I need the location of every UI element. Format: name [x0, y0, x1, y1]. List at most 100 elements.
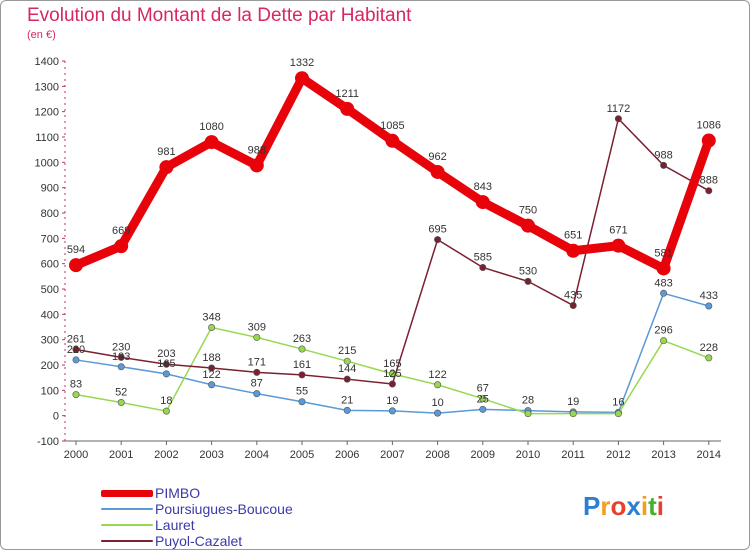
data-point [343, 406, 351, 414]
data-point [705, 187, 713, 195]
data-point [569, 410, 577, 418]
x-tick-label: 2009 [471, 449, 495, 461]
logo-letter: r [600, 491, 611, 521]
data-label: 87 [251, 378, 263, 390]
logo-letter: x [626, 491, 641, 521]
data-point [701, 133, 716, 148]
data-label: 220 [67, 344, 85, 356]
data-label: 10 [431, 397, 443, 409]
data-point [117, 398, 125, 406]
legend-label: Lauret [155, 517, 195, 533]
data-label: 1211 [335, 88, 359, 100]
data-label: 651 [564, 230, 582, 242]
data-point [479, 263, 487, 271]
data-point [69, 258, 83, 273]
data-label: 888 [700, 175, 718, 187]
data-label: 348 [202, 312, 220, 324]
data-label: 161 [293, 359, 311, 371]
y-tick-label: 300 [41, 335, 59, 347]
x-tick-label: 2004 [245, 449, 269, 461]
data-point [253, 333, 261, 341]
data-label: 309 [248, 321, 266, 333]
data-point [117, 353, 125, 361]
data-point [159, 160, 174, 175]
data-label: 843 [474, 181, 492, 193]
legend-swatch [101, 524, 153, 526]
data-point [114, 239, 129, 254]
data-point [434, 409, 442, 417]
data-point [208, 324, 216, 332]
logo-letter: i [656, 491, 664, 521]
y-tick-label: 400 [41, 309, 59, 321]
x-tick-label: 2014 [697, 449, 721, 461]
data-point [521, 218, 535, 233]
data-label: 122 [428, 369, 446, 381]
data-point [660, 161, 668, 169]
x-tick-label: 2013 [651, 449, 675, 461]
y-tick-label: 100 [41, 385, 59, 397]
x-tick-label: 2003 [199, 449, 223, 461]
data-point [479, 395, 487, 403]
x-tick-label: 2005 [290, 449, 314, 461]
data-point [343, 357, 351, 365]
data-point [253, 368, 261, 376]
data-label: 18 [160, 395, 172, 407]
y-tick-label: 700 [41, 233, 59, 245]
x-tick-label: 2006 [335, 449, 359, 461]
data-point [434, 236, 442, 244]
data-point [660, 337, 668, 345]
legend-label: Puyol-Cazalet [155, 533, 243, 549]
y-tick-label: 200 [41, 360, 59, 372]
data-point [430, 164, 445, 179]
data-label: 671 [609, 225, 627, 237]
data-label: 988 [248, 144, 266, 156]
series-puyol-cazalet [72, 115, 713, 388]
y-tick-label: 1400 [35, 56, 59, 68]
x-tick-label: 2001 [109, 449, 133, 461]
data-label: 1085 [380, 120, 404, 132]
data-point [343, 375, 351, 383]
data-label: 669 [112, 225, 130, 237]
series-line [75, 118, 710, 385]
x-tick-label: 2008 [425, 449, 449, 461]
data-point [249, 158, 264, 173]
data-point [705, 354, 713, 362]
legend-swatch [101, 540, 153, 542]
data-label: 981 [157, 146, 175, 158]
data-point [208, 364, 216, 372]
data-label: 435 [564, 289, 582, 301]
data-label: 21 [341, 394, 353, 406]
data-point [388, 407, 396, 415]
data-point [479, 405, 487, 413]
y-tick-label: 1300 [35, 81, 59, 93]
data-point [705, 302, 713, 310]
data-point [660, 289, 668, 297]
data-point [434, 381, 442, 389]
data-label: 433 [700, 290, 718, 302]
data-label: 1172 [607, 103, 631, 115]
data-point [566, 243, 581, 258]
data-label: 19 [386, 395, 398, 407]
logo-letter: t [648, 491, 657, 521]
y-tick-label: 1100 [35, 132, 59, 144]
data-label: 188 [202, 352, 220, 364]
data-label: 530 [519, 265, 537, 277]
series-lauret [72, 324, 713, 418]
data-label: 962 [428, 151, 446, 163]
x-tick-label: 2012 [606, 449, 630, 461]
data-point [162, 360, 170, 368]
data-point [475, 195, 490, 210]
data-label: 594 [67, 244, 85, 256]
x-tick-label: 2011 [561, 449, 585, 461]
legend-swatch [101, 490, 153, 497]
legend-label: PIMBO [155, 485, 201, 501]
data-label: 585 [474, 251, 492, 263]
data-label: 581 [654, 247, 672, 259]
chart-unit: (en €) [27, 29, 56, 41]
y-tick-label: 1200 [35, 107, 59, 119]
data-label: 296 [654, 325, 672, 337]
data-label: 19 [567, 396, 579, 408]
data-label: 165 [383, 358, 401, 370]
